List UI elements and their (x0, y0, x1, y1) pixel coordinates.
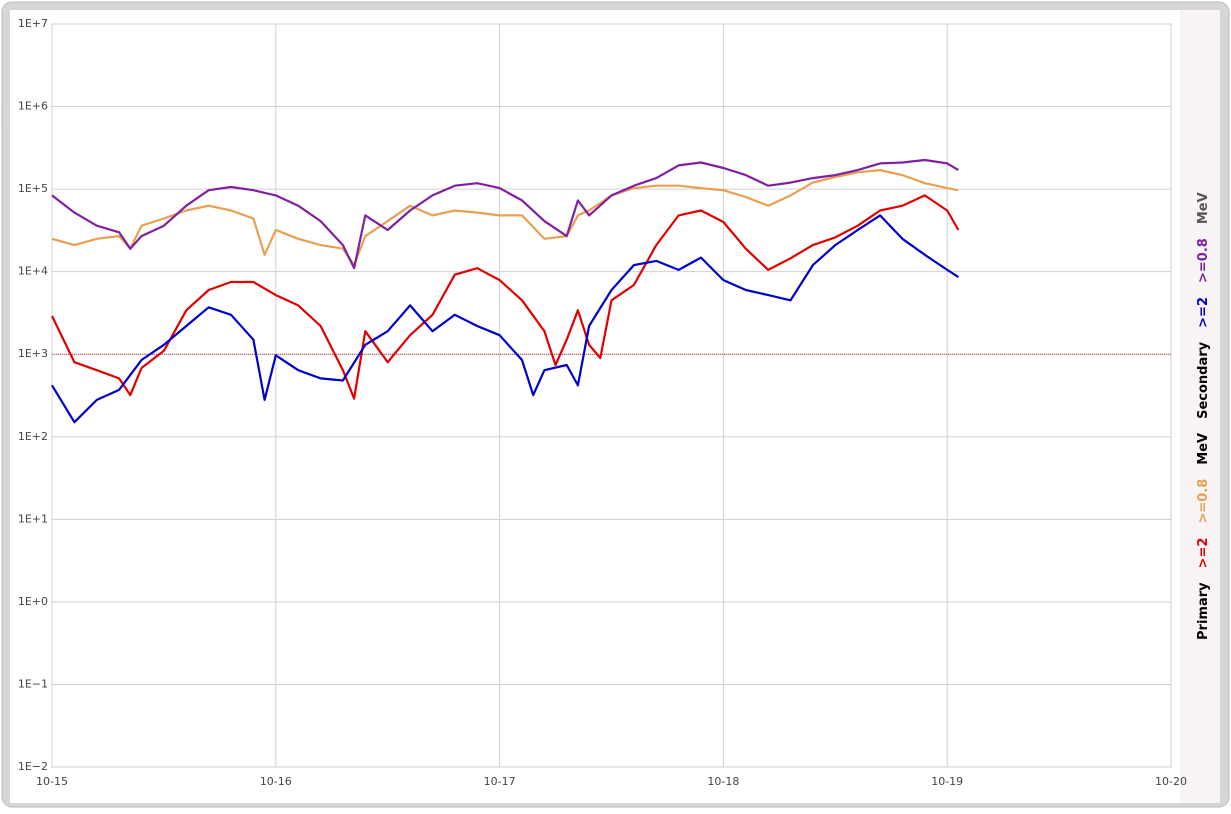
x-tick-label: 10-15 (36, 775, 68, 788)
panel (10, 10, 1180, 803)
y-tick-label: 1E+7 (18, 17, 48, 30)
legend-unit: MeV (1196, 192, 1211, 224)
series-line (51, 169, 959, 267)
grid: 1E−2 1E−1 1E+0 1E+1 1E+2 1E+3 1E+4 1E+5 1E+6 1E+7… (18, 17, 1187, 788)
legend-group-title: Primary (1196, 582, 1211, 640)
legend-entry[interactable]: >=0.8 (1196, 479, 1211, 524)
legend-unit: MeV (1196, 433, 1211, 465)
y-tick-label: 1E+4 (18, 265, 48, 278)
x-tick-label: 10-19 (931, 775, 963, 788)
legend-entry[interactable]: >=2 (1196, 538, 1211, 569)
y-tick-label: 1E−2 (18, 760, 48, 773)
y-tick-label: 1E+0 (18, 595, 48, 608)
legend-entry[interactable]: >=0.8 (1196, 238, 1211, 283)
lines (51, 158, 960, 424)
y-tick-label: 1E+2 (18, 430, 48, 443)
series-line (51, 214, 959, 424)
series-line (51, 158, 959, 270)
x-tick-label: 10-16 (260, 775, 292, 788)
x-tick-label: 10-20 (1155, 775, 1187, 788)
y-tick-label: 1E+1 (18, 512, 48, 525)
y-tick-label: 1E+5 (18, 182, 48, 195)
legend-text: Primary >=2 >=0.8 MeV Secondary >=2 >=0.8 MeV (1196, 192, 1211, 640)
y-tick-label: 1E−1 (18, 677, 48, 690)
legend-group-title: Secondary (1196, 341, 1211, 419)
x-tick-label: 10-18 (707, 775, 739, 788)
y-tick-label: 1E+3 (18, 347, 48, 360)
legend: Primary >=2 >=0.8 MeV Secondary >=2 >=0.8 MeV (1196, 192, 1211, 640)
legend-entry[interactable]: >=2 (1196, 297, 1211, 328)
x-tick-label: 10-17 (484, 775, 516, 788)
series-line (51, 194, 960, 400)
legend-panel (1180, 10, 1220, 803)
y-tick-label: 1E+6 (18, 100, 48, 113)
